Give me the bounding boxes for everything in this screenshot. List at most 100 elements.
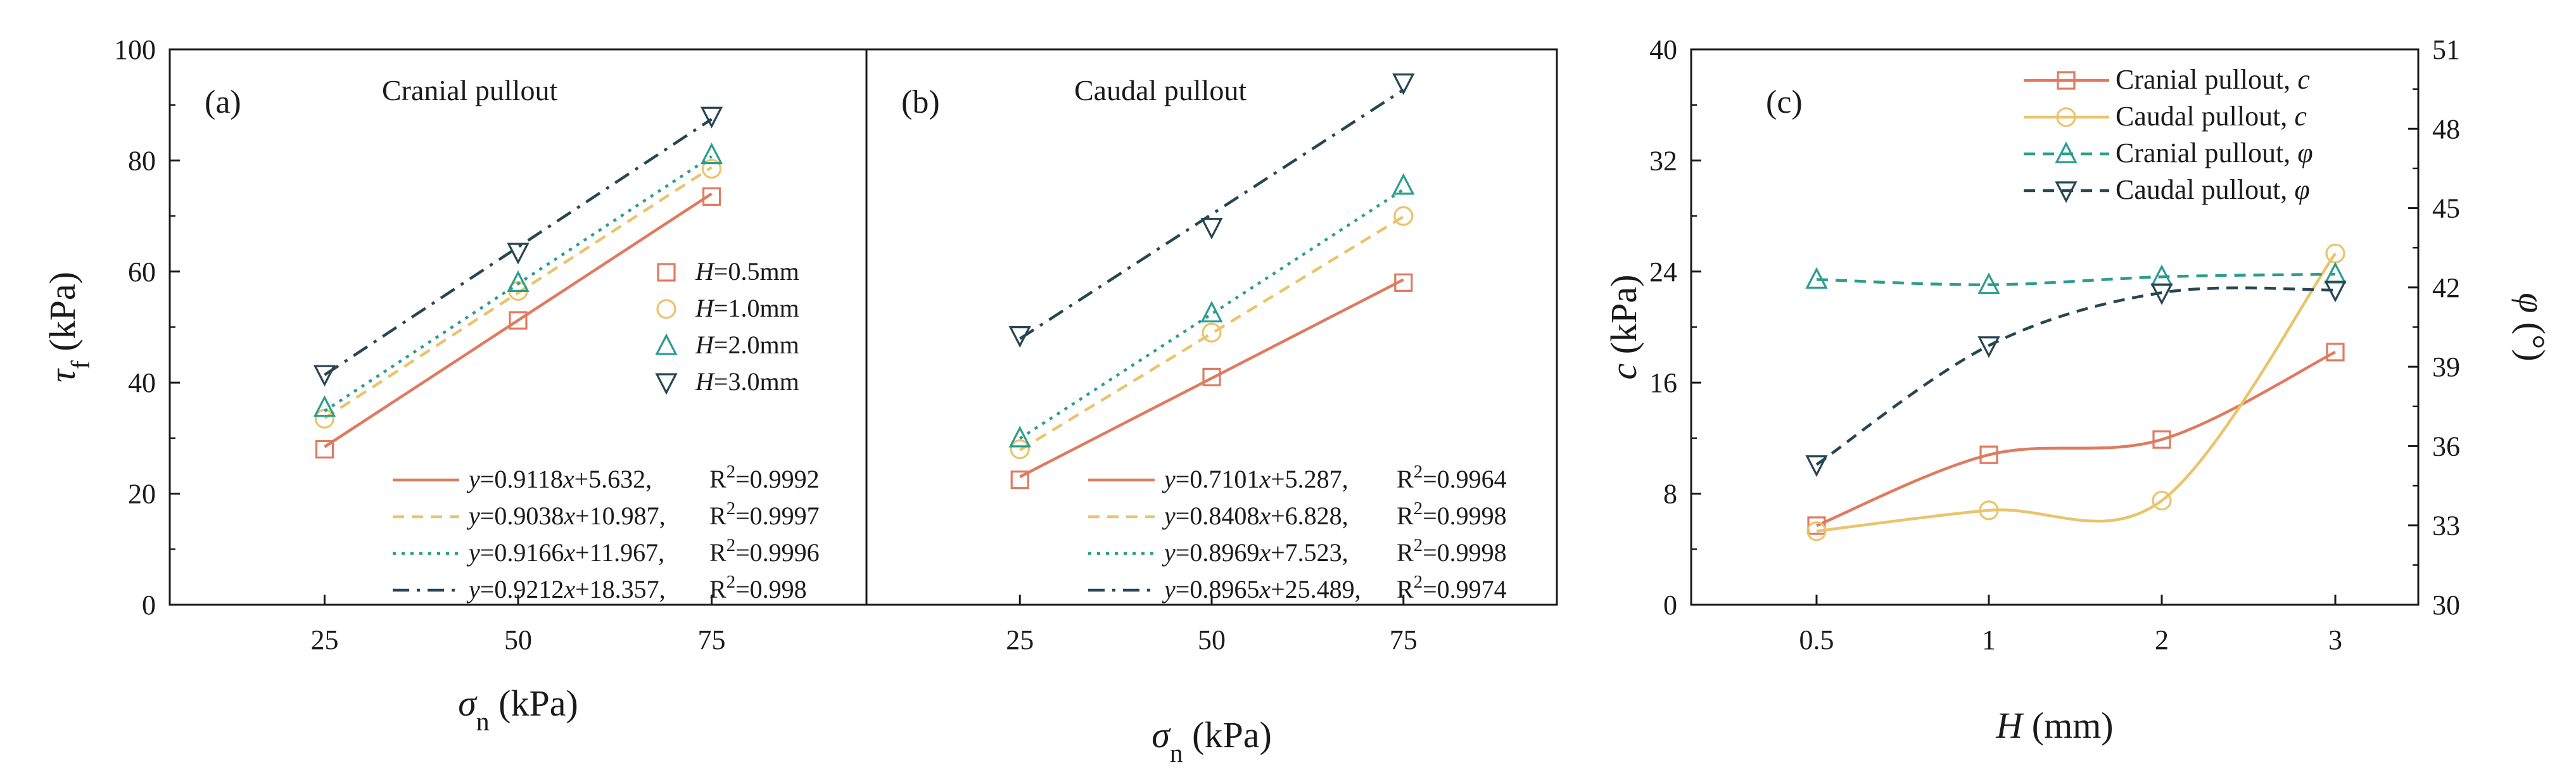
y2-tick-label: 51 xyxy=(2432,34,2460,65)
fit-line-H2.0 xyxy=(324,155,713,412)
y-tick-label: 8 xyxy=(1663,479,1677,510)
x-tick-label: 1 xyxy=(1982,624,1996,655)
x-tick-label: 2 xyxy=(2155,624,2169,655)
data-point-H0.5 xyxy=(315,439,334,459)
legend-marker-cranial_c xyxy=(2057,71,2076,90)
data-point-H3.0 xyxy=(1392,73,1415,96)
y-tick-label: 100 xyxy=(114,34,156,65)
fit-line-H1.0 xyxy=(1019,215,1404,452)
fit-line-H0.5 xyxy=(1019,278,1404,478)
legend-label-H2.0: H=2.0mm xyxy=(695,331,799,359)
legend-label-H0.5: H=0.5mm xyxy=(695,257,799,286)
data-point-caudal_c xyxy=(1806,521,1827,541)
y-tick-label: 16 xyxy=(1649,367,1677,398)
legend-marker-H1.0 xyxy=(656,299,676,319)
y-tick-label: 20 xyxy=(128,479,156,510)
panel-label: (b) xyxy=(901,84,940,120)
y-tick-label: 80 xyxy=(128,145,156,176)
data-point-H2.0 xyxy=(507,270,530,292)
y-tick-label: 0 xyxy=(142,590,156,621)
legend-marker-cranial_phi xyxy=(2055,141,2078,163)
x-tick-label: 50 xyxy=(504,624,532,655)
fit-line-H3.0 xyxy=(1018,88,1405,340)
panel-title: Cranial pullout xyxy=(382,74,557,106)
y2-axis-label: φ (°) xyxy=(2511,293,2553,361)
x-tick-label: 50 xyxy=(1198,624,1226,655)
y-tick-label: 24 xyxy=(1649,256,1677,287)
fit-r2-H3.0: R2=0.9974 xyxy=(1397,572,1507,603)
data-point-H1.0 xyxy=(1010,439,1030,460)
fit-equation-H0.5: y=0.7101x+5.287, xyxy=(1162,465,1348,493)
fit-line-H3.0 xyxy=(324,118,713,376)
y-tick-label: 60 xyxy=(128,256,156,287)
data-point-H1.0 xyxy=(1393,206,1414,226)
data-point-cranial_c xyxy=(2152,430,2171,449)
data-point-H1.0 xyxy=(1202,322,1222,343)
fit-r2-H1.0: R2=0.9997 xyxy=(709,498,820,530)
data-point-H2.0 xyxy=(1008,426,1031,448)
panel-label: (a) xyxy=(205,84,241,120)
data-point-cranial_phi xyxy=(1977,272,2000,294)
data-point-caudal_c xyxy=(1979,500,1999,521)
data-point-H0.5 xyxy=(1394,273,1413,292)
legend-label-caudal_c: Caudal pullout, c xyxy=(2116,101,2307,132)
data-point-H0.5 xyxy=(1202,367,1221,387)
x-tick-label: 25 xyxy=(310,624,338,655)
fit-equation-H1.0: y=0.8408x+6.828, xyxy=(1162,502,1348,530)
curve-caudal_phi xyxy=(1815,286,2336,466)
data-point-H0.5 xyxy=(509,311,528,330)
data-point-H1.0 xyxy=(314,408,335,429)
fit-line-H0.5 xyxy=(324,192,713,448)
y-tick-label: 40 xyxy=(1649,34,1677,65)
data-point-H1.0 xyxy=(701,158,722,179)
y2-tick-label: 36 xyxy=(2432,431,2460,462)
legend-marker-caudal_phi xyxy=(2055,181,2078,203)
fit-line-H1.0 xyxy=(324,166,713,420)
data-point-caudal_phi xyxy=(1805,455,1828,477)
data-point-caudal_c xyxy=(2152,490,2172,511)
x-tick-label: 25 xyxy=(1006,624,1034,655)
fit-equation-H3.0: y=0.8965x+25.489, xyxy=(1162,575,1361,603)
data-point-H0.5 xyxy=(1010,471,1029,490)
data-point-H3.0 xyxy=(313,365,336,387)
data-point-H3.0 xyxy=(1008,326,1031,348)
legend-label-H1.0: H=1.0mm xyxy=(695,294,799,322)
fit-equation-H2.0: y=0.8969x+7.523, xyxy=(1162,538,1348,567)
fit-equation-H2.0: y=0.9166x+11.967, xyxy=(466,538,664,567)
legend-marker-H3.0 xyxy=(655,373,678,395)
curve-cranial_c xyxy=(1816,350,2337,527)
y2-tick-label: 45 xyxy=(2432,193,2460,224)
panel-a: 25 50 75 0 20 40 60 80 100 τf (kPa) σn (kPa) (a) Cra… xyxy=(42,34,868,736)
y2-tick-label: 30 xyxy=(2432,590,2460,621)
data-point-caudal_phi xyxy=(2324,281,2347,303)
y-tick-label: 32 xyxy=(1649,145,1677,176)
data-point-H3.0 xyxy=(700,106,723,129)
x-tick-label: 75 xyxy=(698,624,726,655)
y2-tick-label: 48 xyxy=(2432,113,2460,144)
x-axis-label: σn (kPa) xyxy=(1152,714,1272,768)
y2-tick-label: 42 xyxy=(2432,272,2460,303)
legend-marker-caudal_c xyxy=(2056,107,2076,127)
y-tick-label: 0 xyxy=(1663,590,1677,621)
fit-r2-H2.0: R2=0.9998 xyxy=(1397,535,1507,567)
data-point-H3.0 xyxy=(507,243,530,265)
fit-equation-H3.0: y=0.9212x+18.357, xyxy=(466,575,666,603)
fit-r2-H2.0: R2=0.9996 xyxy=(709,535,820,567)
curve-caudal_c xyxy=(1816,253,2337,533)
y-axis-label: τf (kPa) xyxy=(42,272,96,382)
fit-r2-H1.0: R2=0.9998 xyxy=(1397,498,1507,530)
x-tick-label: 75 xyxy=(1390,624,1418,655)
panel-b: 25 50 75 σn (kPa) (b) Caudal pullout y=0.7101x… xyxy=(865,48,1558,768)
data-point-H2.0 xyxy=(1392,173,1415,195)
x-tick-label: 0.5 xyxy=(1799,624,1834,655)
legend-marker-H2.0 xyxy=(655,333,678,355)
x-tick-label: 3 xyxy=(2328,624,2342,655)
legend-label-caudal_phi: Caudal pullout, φ xyxy=(2116,174,2310,205)
legend-marker-H0.5 xyxy=(657,263,676,282)
data-point-cranial_c xyxy=(1807,516,1826,535)
data-point-caudal_phi xyxy=(2150,283,2173,305)
data-point-H0.5 xyxy=(702,187,721,206)
data-point-cranial_phi xyxy=(1805,267,1828,289)
